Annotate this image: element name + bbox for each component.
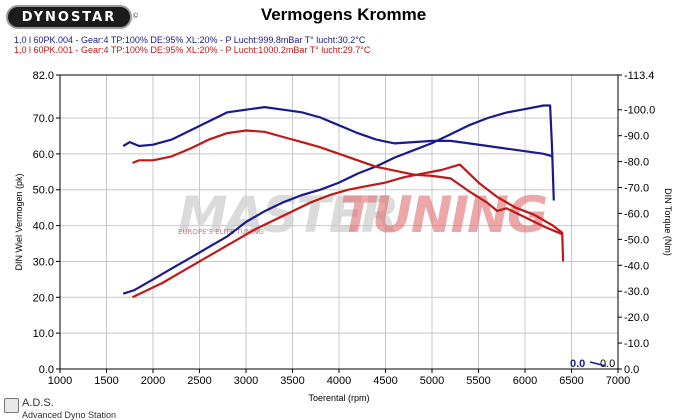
x-tick-label-2: 2000 xyxy=(141,375,165,387)
footer-brand: A.D.S. xyxy=(22,397,54,409)
x-tick-label-4: 3000 xyxy=(234,375,258,387)
x-tick-label-10: 6000 xyxy=(513,375,537,387)
y-tick-label-8: 82.0 xyxy=(33,70,54,82)
legend-entry-red: 1,0 l 60PK.001 - Gear:4 TP:100% DE:95% X… xyxy=(14,45,371,55)
y2-tick-label-8: -80.0 xyxy=(624,157,649,169)
footer-subtitle: Advanced Dyno Station xyxy=(22,410,117,420)
watermark-sub: EUROPE'S ELITE TUNING xyxy=(178,228,264,236)
series-group xyxy=(122,104,565,299)
x-tick-label-9: 5500 xyxy=(466,375,490,387)
readout-left: 0.0 xyxy=(570,358,585,370)
dynostar-logo: DYNOSTAR xyxy=(6,5,132,29)
watermark-logo: MASTER TUNING EUROPE'S ELITE TUNING xyxy=(178,186,548,244)
readout-right: 0.0 xyxy=(600,358,615,370)
y2-tick-label-3: -30.0 xyxy=(624,286,649,298)
x-tick-label-11: 6500 xyxy=(559,375,583,387)
y-tick-label-1: 10.0 xyxy=(33,328,54,340)
y2-tick-label-11: -113.4 xyxy=(624,70,654,82)
y2-tick-label-7: -70.0 xyxy=(624,183,649,195)
logo-text: DYNOSTAR xyxy=(21,10,117,25)
y2-tick-label-5: -50.0 xyxy=(624,234,649,246)
watermark-tuning: TUNING xyxy=(340,186,546,244)
y-axis-label: DIN Wiel Vermogen (pk) xyxy=(14,173,24,270)
y-tick-label-0: 0.0 xyxy=(39,364,54,376)
y2-tick-label-4: -40.0 xyxy=(624,260,649,272)
y2-tick-label-6: -60.0 xyxy=(624,208,649,220)
series-line-0 xyxy=(122,104,555,295)
y-tick-label-2: 20.0 xyxy=(33,292,54,304)
x-tick-label-7: 4500 xyxy=(373,375,397,387)
series-line-3 xyxy=(132,129,564,236)
readout-marker xyxy=(589,361,607,367)
legend-entry-blue: 1,0 l 60PK.004 - Gear:4 TP:100% DE:95% X… xyxy=(14,35,366,45)
watermark-master: MASTER xyxy=(178,186,397,244)
y-tick-label-7: 70.0 xyxy=(33,113,54,125)
x-tick-label-6: 4000 xyxy=(327,375,351,387)
logo-trademark: © xyxy=(133,13,139,20)
x-tick-label-3: 2500 xyxy=(187,375,211,387)
x-tick-label-8: 5000 xyxy=(420,375,444,387)
chart-title: Vermogens Kromme xyxy=(260,5,427,24)
y2-tick-label-2: -20.0 xyxy=(624,312,649,324)
x-tick-label-5: 3500 xyxy=(280,375,304,387)
ads-icon xyxy=(4,398,19,413)
y-tick-label-4: 40.0 xyxy=(33,221,54,233)
x-axis-label: Toerental (rpm) xyxy=(308,393,369,403)
x-axis-ticks: 1000 1500 2000 2500 3000 3500 4000 4500 5000 5500… xyxy=(48,369,630,387)
y2-axis-label: DIN Torque (Nm) xyxy=(663,188,673,256)
y2-tick-label-9: -90.0 xyxy=(624,131,649,143)
y-axis-ticks: 0.0 10.0 20.0 30.0 40.0 50.0 60.0 70.0 82.0 xyxy=(33,70,60,376)
series-line-1 xyxy=(122,105,554,158)
y2-tick-label-1: -10.0 xyxy=(624,338,649,350)
series-line-2 xyxy=(132,163,565,299)
y2-axis-ticks: 0.0 -10.0 -20.0 -30.0 -40.0 -50.0 -60.0 -70.0 -8… xyxy=(618,70,655,376)
y-tick-label-5: 50.0 xyxy=(33,185,54,197)
y2-tick-label-10: -100.0 xyxy=(624,105,655,117)
x-tick-label-1: 1500 xyxy=(94,375,118,387)
y-tick-label-3: 30.0 xyxy=(33,256,54,268)
y-tick-label-6: 60.0 xyxy=(33,149,54,161)
x-tick-label-12: 7000 xyxy=(606,375,630,387)
x-tick-label-0: 1000 xyxy=(48,375,72,387)
y2-tick-label-0: 0.0 xyxy=(624,364,639,376)
